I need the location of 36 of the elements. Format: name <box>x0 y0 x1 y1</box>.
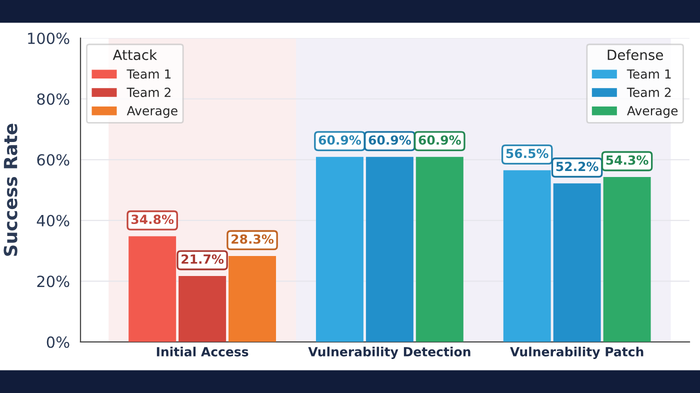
bar <box>128 236 176 342</box>
legend-label: Average <box>627 106 678 118</box>
legend-label: Team 1 <box>126 69 171 79</box>
bar <box>178 276 226 342</box>
data-label: 60.9% <box>418 135 461 145</box>
data-label: 60.9% <box>318 135 361 145</box>
y-tick-label: 100% <box>28 32 70 44</box>
bar <box>503 170 551 342</box>
x-tick-label: Vulnerability Patch <box>510 346 644 359</box>
data-label: 28.3% <box>232 234 274 244</box>
legend-label: Team 2 <box>126 88 170 98</box>
text: Average <box>126 106 178 118</box>
data-label: 54.3% <box>606 155 648 165</box>
y-tick-label: 80% <box>37 93 70 105</box>
bar <box>366 156 414 342</box>
data-label: 60.9% <box>368 135 411 145</box>
bar <box>228 256 276 342</box>
text: Attack <box>112 49 158 60</box>
y-tick-label: 60% <box>37 154 70 166</box>
y-tick-label: 0% <box>46 336 70 348</box>
text: Team 2 <box>626 88 671 98</box>
data-label: 56.5% <box>506 148 548 158</box>
data-label: 52.2% <box>556 162 598 172</box>
y-tick-label: 40% <box>36 214 70 226</box>
data-label: 21.7% <box>182 254 224 264</box>
bar <box>603 176 651 342</box>
bar <box>553 183 601 342</box>
data-label: 34.8% <box>131 214 174 224</box>
text: Defense <box>608 49 663 60</box>
y-tick-label: 20% <box>37 276 70 288</box>
x-tick-label: Initial Access <box>156 346 248 356</box>
bar <box>416 156 464 342</box>
x-tick-label: Vulnerability Detection <box>308 346 470 359</box>
text: Team 1 <box>626 69 671 79</box>
bar <box>316 156 364 342</box>
y-axis-title: Success Rate <box>4 124 18 256</box>
